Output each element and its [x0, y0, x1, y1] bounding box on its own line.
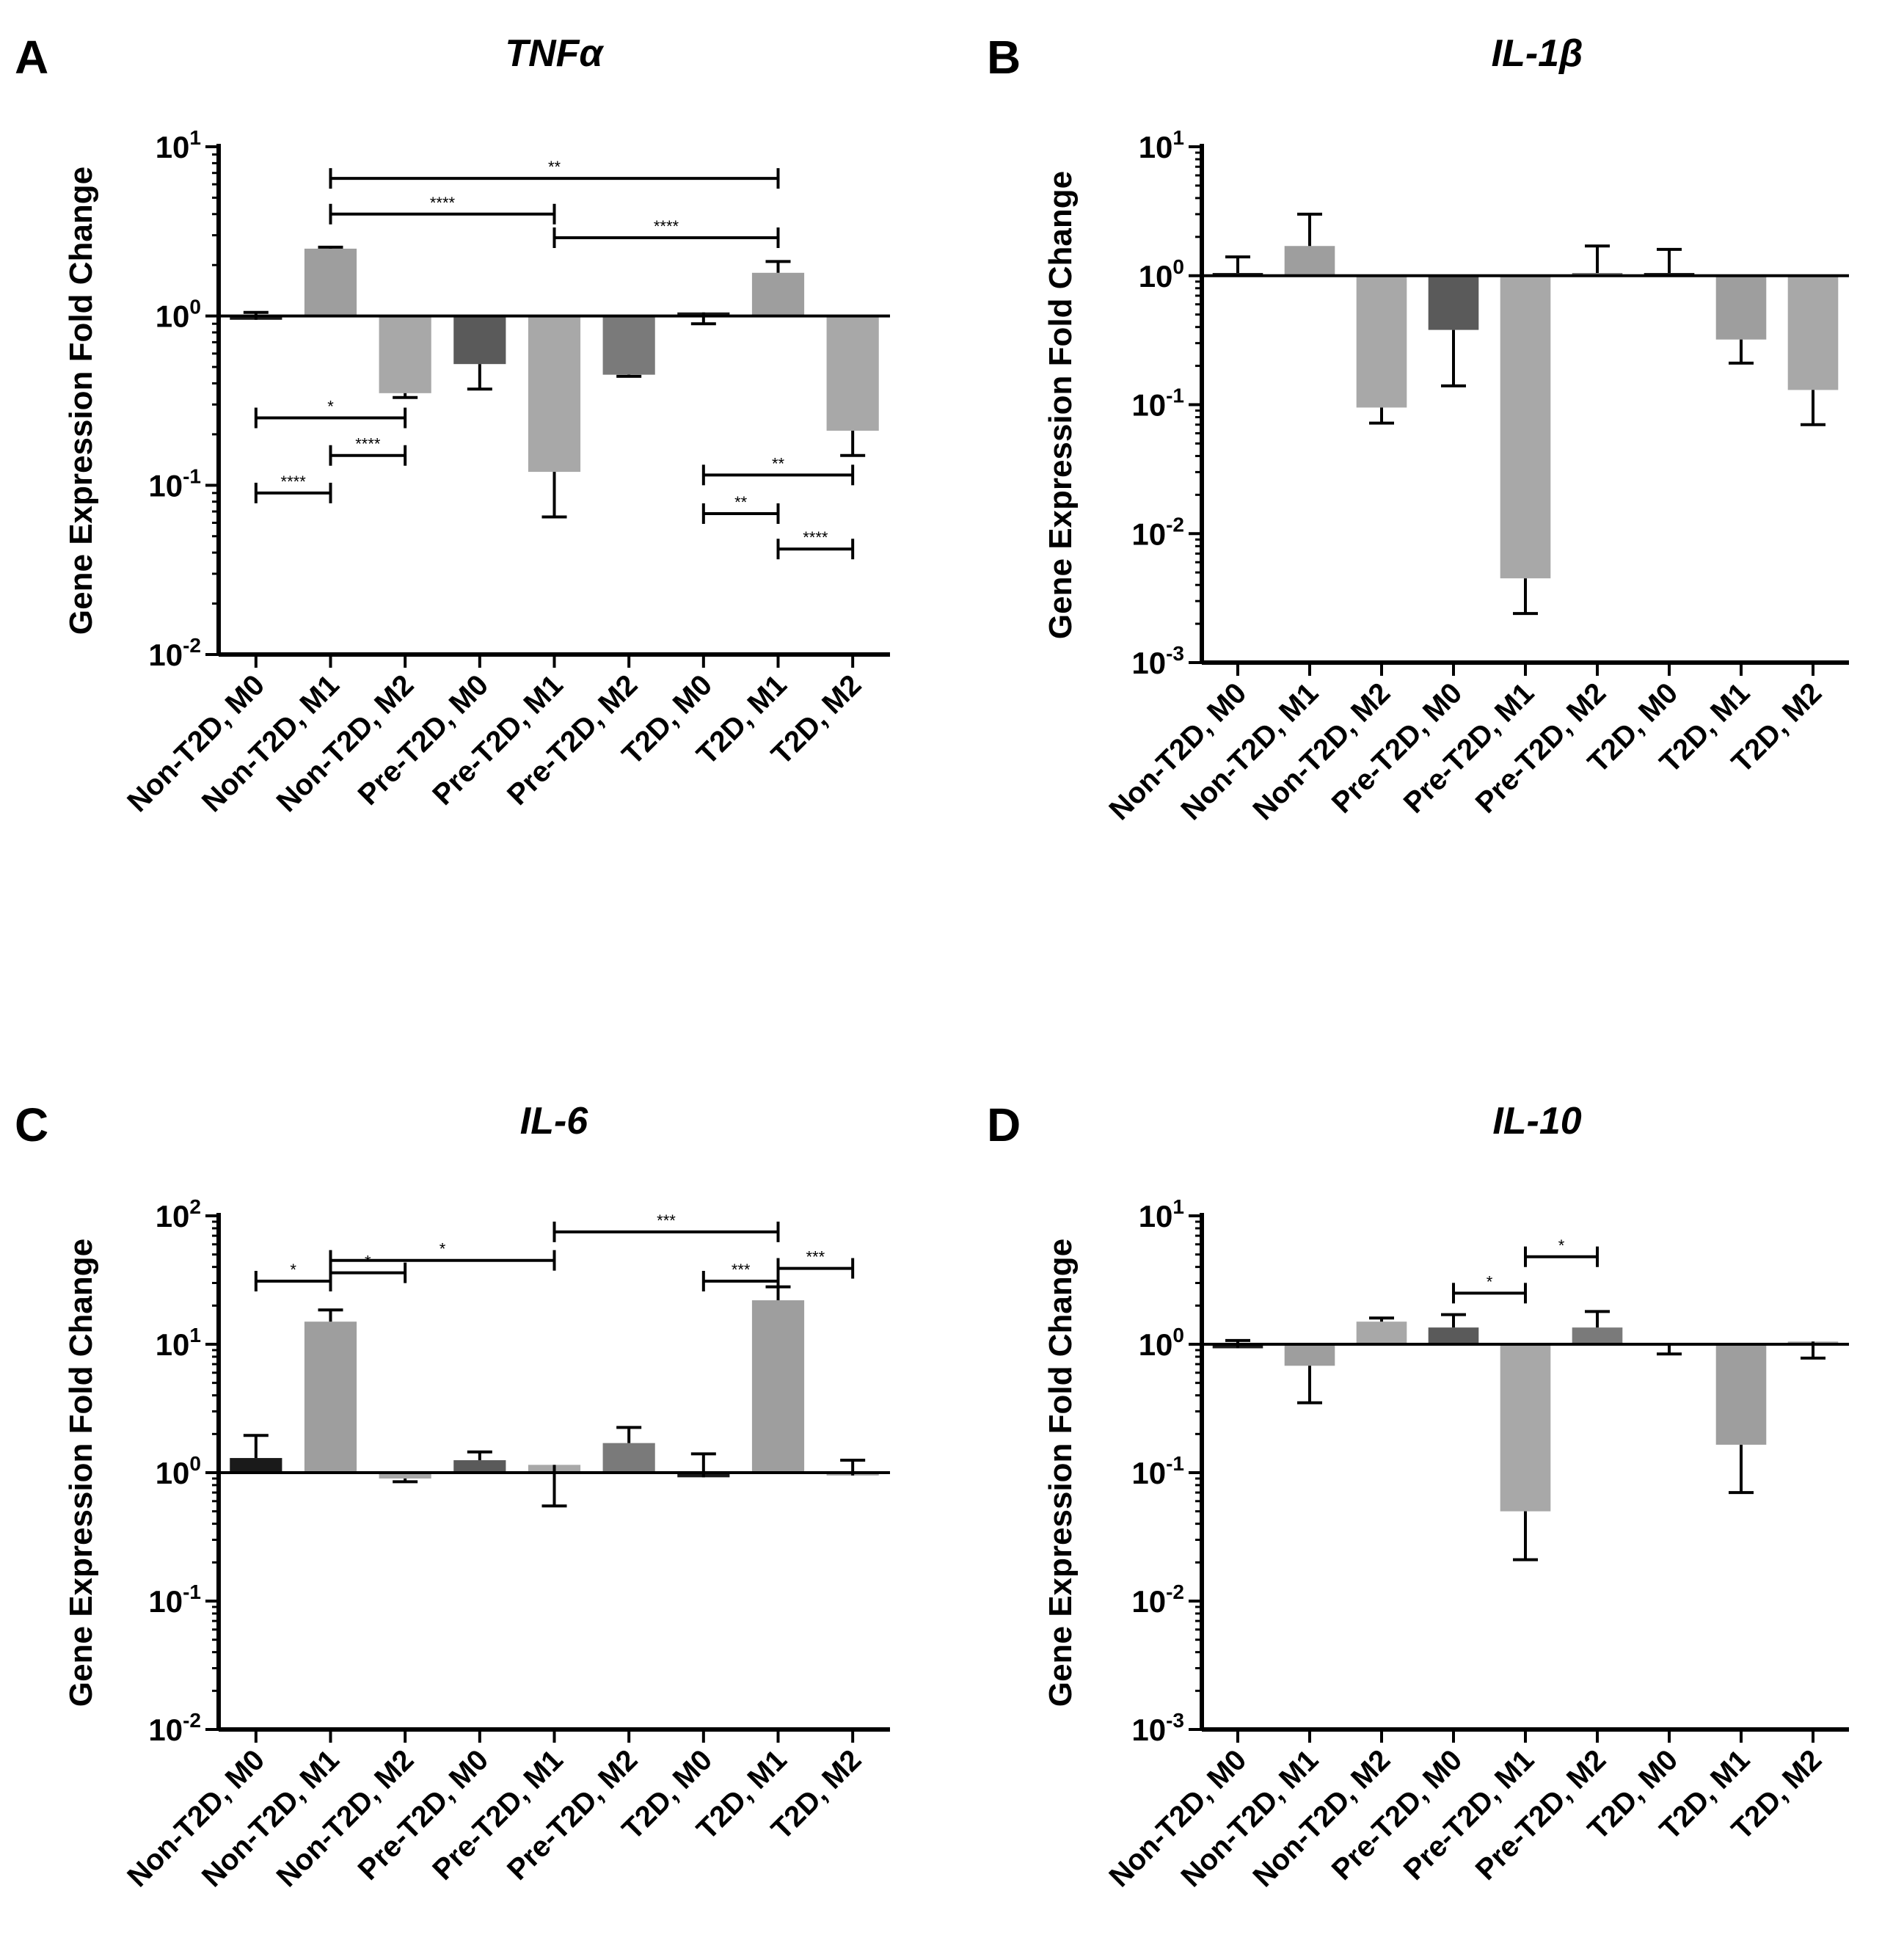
y-tick-label: 10-1: [1131, 384, 1184, 423]
significance-label: *: [439, 1240, 446, 1258]
x-category-label: Pre-T2D, M1: [426, 1743, 569, 1886]
significance-label: *: [290, 1261, 296, 1279]
bar: [304, 1321, 357, 1473]
bar: [1500, 275, 1551, 579]
panel-title: IL-6: [520, 1100, 589, 1142]
bar: [751, 1300, 805, 1473]
panel-c: C IL-6 Gene Expression Fold Change 102 101 10…: [15, 1098, 890, 1893]
bar: [1428, 275, 1479, 330]
bar: [453, 316, 506, 365]
bar: [751, 272, 805, 316]
panel-letter: A: [15, 31, 48, 84]
panel-letter: D: [987, 1098, 1021, 1151]
bar: [1428, 1327, 1479, 1344]
bar: [1715, 275, 1767, 340]
panel-a: A TNFα Gene Expression Fold Change 101 100 10…: [15, 31, 890, 818]
bar: [602, 316, 655, 375]
bar: [304, 248, 357, 316]
bar: [1572, 1327, 1623, 1344]
bar: [1284, 246, 1335, 276]
significance-label: ****: [654, 217, 679, 236]
y-tick-label: 100: [1139, 255, 1184, 294]
panel-title: IL-1β: [1492, 32, 1583, 75]
y-tick-label: 102: [156, 1195, 201, 1233]
significance-label: ***: [657, 1211, 676, 1230]
bar: [826, 316, 879, 431]
significance-label: *: [365, 1253, 371, 1271]
y-axis-label: Gene Expression Fold Change: [63, 1239, 99, 1707]
bar: [379, 316, 431, 393]
x-category-label: Pre-T2D, M1: [426, 668, 569, 812]
bar: [1356, 275, 1407, 408]
panel-d: D IL-10 Gene Expression Fold Change 101 100 1…: [987, 1098, 1849, 1893]
bar: [602, 1443, 655, 1473]
y-tick-label: 101: [1139, 1195, 1184, 1233]
y-tick-label: 10-2: [1131, 1581, 1184, 1619]
significance-label: **: [734, 493, 748, 511]
significance-label: **: [772, 454, 785, 473]
bar: [379, 1473, 431, 1479]
y-tick-label: 10-3: [1131, 642, 1184, 680]
x-category-label: Pre-T2D, M0: [352, 1743, 495, 1886]
y-tick-label: 101: [1139, 126, 1184, 164]
y-tick-label: 10-1: [148, 464, 201, 503]
bar: [1500, 1344, 1551, 1512]
significance-label: ****: [281, 473, 307, 491]
y-tick-label: 100: [156, 296, 201, 334]
x-category-label: Pre-T2D, M0: [352, 668, 495, 812]
significance-label: ****: [803, 528, 828, 547]
y-tick-label: 10-2: [148, 634, 201, 672]
significance-label: *: [1558, 1236, 1565, 1255]
bar: [1715, 1344, 1767, 1445]
panel-b: B IL-1β Gene Expression Fold Change 101 100 1…: [987, 31, 1849, 826]
bar: [528, 316, 581, 473]
y-axis-label: Gene Expression Fold Change: [1043, 1239, 1079, 1707]
significance-label: ****: [355, 435, 381, 453]
x-category-label: Pre-T2D, M2: [501, 1743, 644, 1886]
significance-label: ****: [430, 194, 456, 212]
panel-letter: B: [987, 31, 1021, 84]
y-tick-label: 10-2: [1131, 513, 1184, 551]
significance-label: ***: [732, 1261, 751, 1279]
panel-title: TNFα: [505, 32, 605, 75]
y-tick-label: 10-2: [148, 1709, 201, 1747]
y-tick-label: 100: [156, 1452, 201, 1490]
significance-label: ***: [806, 1248, 825, 1266]
bar: [453, 1460, 506, 1473]
y-tick-label: 101: [156, 126, 201, 164]
x-category-label: Pre-T2D, M2: [501, 668, 644, 812]
significance-label: *: [327, 398, 334, 416]
bar: [1356, 1321, 1407, 1344]
y-tick-label: 10-1: [1131, 1452, 1184, 1490]
y-axis-label: Gene Expression Fold Change: [63, 167, 99, 635]
y-tick-label: 10-1: [148, 1581, 201, 1619]
y-tick-label: 100: [1139, 1324, 1184, 1362]
significance-label: *: [1487, 1272, 1493, 1291]
panel-title: IL-10: [1492, 1100, 1581, 1142]
bar: [230, 1458, 282, 1473]
y-axis-label: Gene Expression Fold Change: [1043, 171, 1079, 639]
significance-label: **: [548, 158, 561, 176]
y-tick-label: 10-3: [1131, 1709, 1184, 1747]
bar: [1787, 275, 1839, 390]
y-tick-label: 101: [156, 1324, 201, 1362]
bar: [1284, 1344, 1335, 1366]
panel-letter: C: [15, 1098, 48, 1151]
